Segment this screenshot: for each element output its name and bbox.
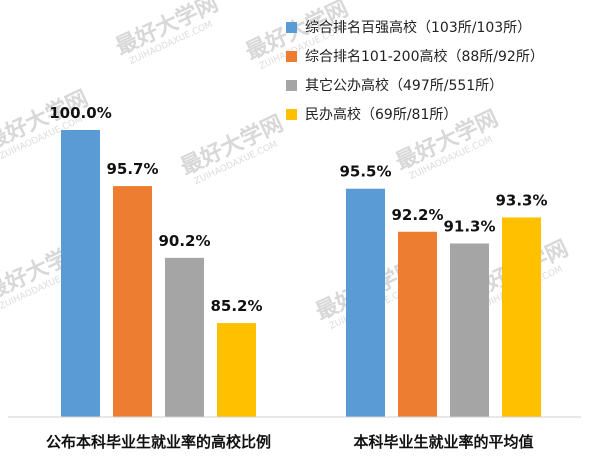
data-label: 95.5% (339, 163, 391, 181)
data-label: 90.2% (158, 232, 210, 250)
bar (450, 243, 489, 417)
legend-item: 综合排名101-200高校（88所/92所） (286, 45, 544, 67)
category-label: 本科毕业生就业率的平均值 (353, 433, 533, 451)
legend-swatch (286, 108, 297, 120)
data-label: 92.2% (391, 206, 443, 224)
legend-label: 综合排名101-200高校（88所/92所） (305, 49, 544, 65)
legend-item: 民办高校（69所/81所） (286, 103, 544, 125)
bar (502, 217, 541, 417)
bars-layer (61, 130, 541, 417)
data-label: 91.3% (443, 217, 495, 235)
bar (398, 231, 437, 417)
legend-label: 民办高校（69所/81所） (305, 107, 458, 123)
bar (217, 323, 256, 417)
data-label: 95.7% (106, 160, 158, 178)
data-label: 93.3% (495, 191, 547, 209)
legend-swatch (286, 21, 297, 33)
bar (113, 186, 152, 417)
legend-item: 综合排名百强高校（103所/103所） (286, 16, 544, 38)
bar (346, 188, 385, 417)
legend-swatch (286, 79, 297, 91)
category-label: 公布本科毕业生就业率的高校比例 (46, 433, 271, 451)
data-label: 100.0% (49, 104, 111, 122)
legend-swatch (286, 50, 297, 62)
bar (165, 257, 204, 417)
legend-label: 综合排名百强高校（103所/103所） (305, 20, 532, 36)
legend-label: 其它公办高校（497所/551所） (305, 78, 504, 94)
bar (61, 130, 100, 417)
data-label: 85.2% (210, 297, 262, 315)
legend-item: 其它公办高校（497所/551所） (286, 74, 544, 96)
category-labels-layer: 公布本科毕业生就业率的高校比例 本科毕业生就业率的平均值 (46, 433, 534, 451)
legend: 综合排名百强高校（103所/103所） 综合排名101-200高校（88所/92… (286, 16, 544, 132)
value-labels-layer: 100.0% 95.5% 95.7% 92.2% 90.2% 91.3% 85.2% 93.3… (49, 104, 547, 315)
